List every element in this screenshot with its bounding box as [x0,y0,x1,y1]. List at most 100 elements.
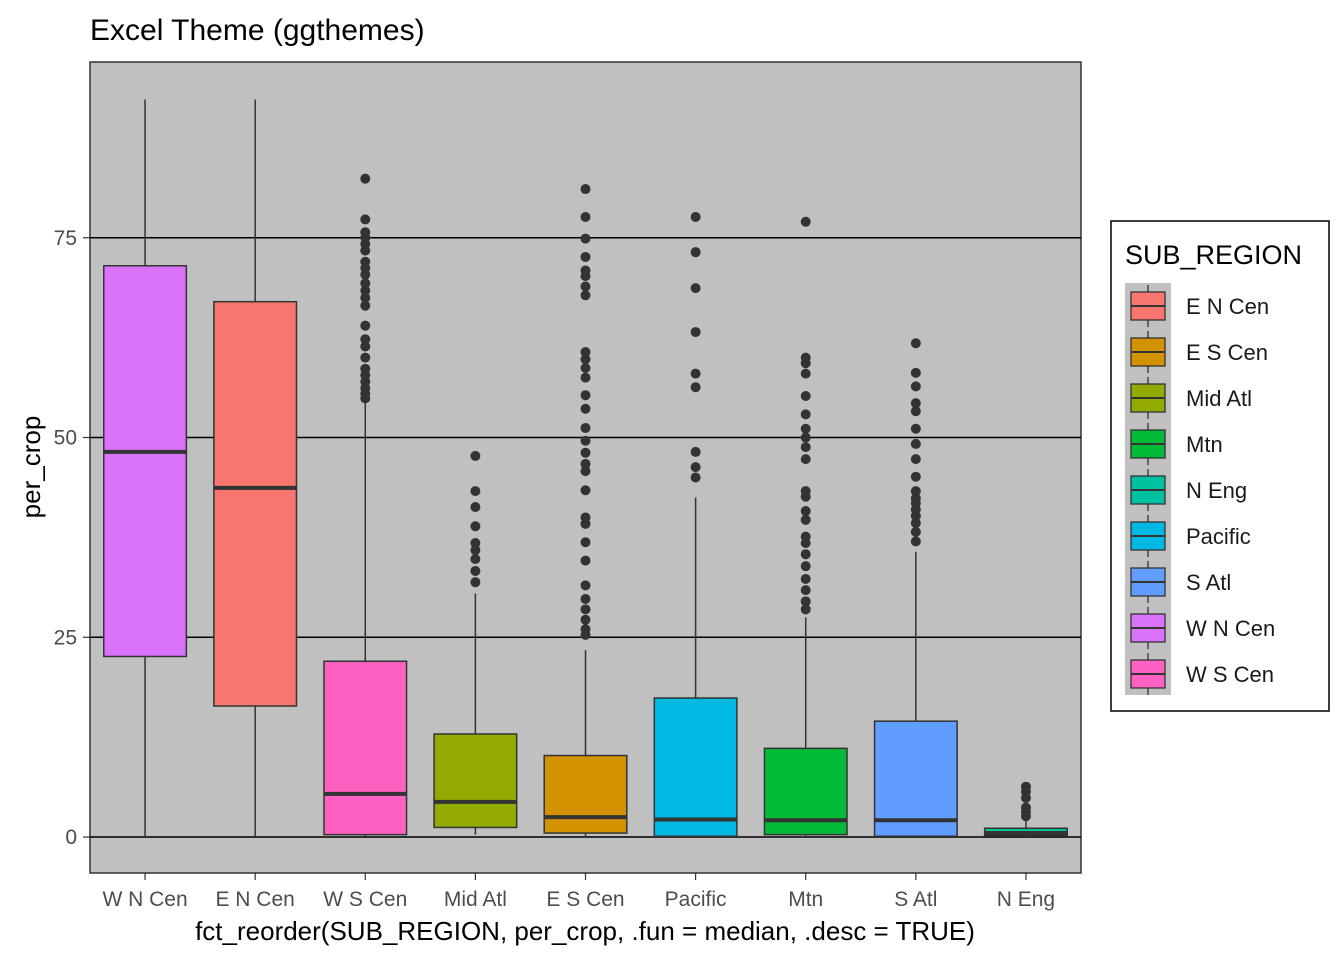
outlier-point [800,604,811,615]
outlier-point [800,216,811,227]
outlier-point [910,454,921,465]
outlier-point [690,368,701,379]
outlier-point [470,486,481,497]
outlier-point [910,526,921,537]
outlier-point [580,372,591,383]
outlier-point [910,338,921,349]
x-axis: W N Cen E N Cen W S Cen Mid Atl E S Cen Pacif… [102,873,1055,911]
y-tick-label: 25 [54,626,77,649]
box-e-n-cen [213,99,298,838]
x-tick-label: W N Cen [102,888,187,911]
box-body [103,264,188,658]
box-n-eng [983,781,1068,838]
box-body [543,754,628,834]
outlier-point [800,423,811,434]
outlier-point [800,506,811,517]
outlier-point [470,545,481,556]
outlier-point [580,281,591,292]
outlier-point [690,446,701,457]
x-axis-title: fct_reorder(SUB_REGION, per_crop, .fun =… [195,916,975,946]
outlier-point [360,363,371,374]
outlier-point [800,573,811,584]
legend-item: W S Cen [1130,653,1274,695]
outlier-point [910,438,921,449]
outlier-point [800,486,811,497]
box-body [323,660,408,836]
outlier-point [580,403,591,414]
x-tick-label: Mtn [788,888,823,911]
outlier-point [690,462,701,473]
box-body [873,720,958,837]
outlier-point [360,173,371,184]
legend-label: N Eng [1186,478,1247,503]
legend-item: Mid Atl [1130,377,1252,419]
outlier-point [580,265,591,276]
x-tick-label: Pacific [665,888,727,911]
outlier-point [800,409,811,420]
outlier-point [360,320,371,331]
outlier-point [910,518,921,529]
box-body [433,733,518,829]
outlier-point [470,521,481,532]
outlier-point [360,285,371,296]
y-tick-label: 50 [54,427,77,450]
outlier-point [580,555,591,566]
outlier-point [910,381,921,392]
legend-item: E N Cen [1130,285,1269,327]
x-tick-label: Mid Atl [444,888,507,911]
outlier-point [360,292,371,303]
box-series [103,99,1068,838]
outlier-point [580,614,591,625]
outlier-point [910,493,921,504]
legend-item: Mtn [1130,423,1223,465]
outlier-point [580,347,591,358]
outlier-point [910,471,921,482]
outlier-point [580,537,591,548]
y-axis: 0 25 50 75 [54,227,90,849]
legend-label: E N Cen [1186,294,1269,319]
outlier-point [1020,802,1031,813]
outlier-point [580,184,591,195]
outlier-point [910,398,921,409]
box-w-s-cen [323,173,408,838]
outlier-point [800,368,811,379]
outlier-point [800,390,811,401]
outlier-point [360,214,371,225]
box-s-atl [873,338,958,838]
outlier-point [580,458,591,469]
legend-label: E S Cen [1186,340,1268,365]
x-tick-label: S Atl [894,888,937,911]
outlier-point [800,514,811,525]
outlier-point [690,472,701,483]
outlier-point [910,367,921,378]
outlier-point [910,423,921,434]
outlier-point [580,390,591,401]
legend-item: W N Cen [1130,607,1275,649]
outlier-point [470,450,481,461]
outlier-point [800,531,811,542]
box-mtn [763,216,848,838]
outlier-point [580,363,591,374]
outlier-point [580,354,591,365]
outlier-point [690,327,701,338]
legend: SUB_REGION E N Cen E S Cen Mid Atl Mtn N Eng… [1110,220,1330,712]
outlier-point [360,278,371,289]
legend-label: Pacific [1186,524,1251,549]
outlier-point [580,485,591,496]
outlier-point [690,212,701,223]
outlier-point [360,341,371,352]
legend-item: Pacific [1130,515,1251,557]
legend-item: N Eng [1130,469,1247,511]
outlier-point [580,422,591,433]
box-body [213,300,298,707]
outlier-point [580,593,591,604]
legend-label: S Atl [1186,570,1231,595]
legend-label: W S Cen [1186,662,1274,687]
legend-title: SUB_REGION [1125,240,1302,270]
outlier-point [360,300,371,311]
y-tick-label: 0 [65,826,77,849]
y-tick-label: 75 [54,227,77,250]
outlier-point [690,283,701,294]
outlier-point [360,256,371,267]
